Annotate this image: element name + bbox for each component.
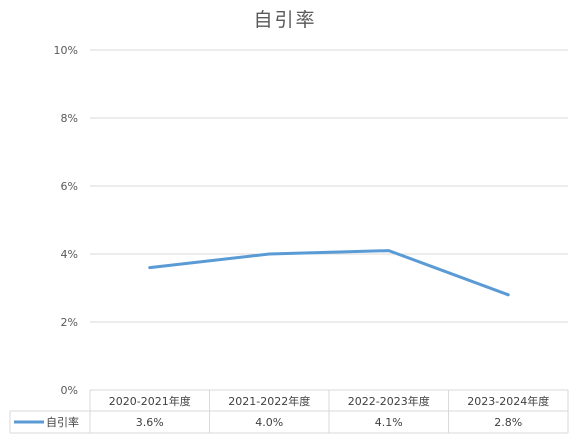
chart-title: 自引率 [253, 9, 316, 31]
y-tick-label: 2% [61, 316, 78, 329]
y-tick-label: 0% [61, 384, 78, 397]
category-label: 2022-2023年度 [348, 394, 430, 408]
y-tick-label: 10% [54, 44, 78, 57]
series-layer [148, 249, 510, 297]
y-tick-label: 8% [61, 112, 78, 125]
y-axis-ticks: 0% 2% 4% 6% 8% 10% [54, 44, 78, 397]
gridlines [90, 49, 568, 323]
y-tick-label: 4% [61, 248, 78, 261]
data-table: 2020-2021年度 2021-2022年度 2022-2023年度 2023-20… [9, 389, 569, 434]
category-label: 2023-2024年度 [467, 394, 549, 408]
category-label: 2021-2022年度 [228, 394, 310, 408]
y-tick-label: 6% [61, 180, 78, 193]
data-label: 2.8% [494, 416, 522, 429]
legend-label: 自引率 [46, 415, 79, 429]
series-line [148, 249, 510, 297]
data-label: 3.6% [136, 416, 164, 429]
data-label: 4.1% [375, 416, 403, 429]
data-label: 4.0% [255, 416, 283, 429]
category-label: 2020-2021年度 [109, 394, 191, 408]
